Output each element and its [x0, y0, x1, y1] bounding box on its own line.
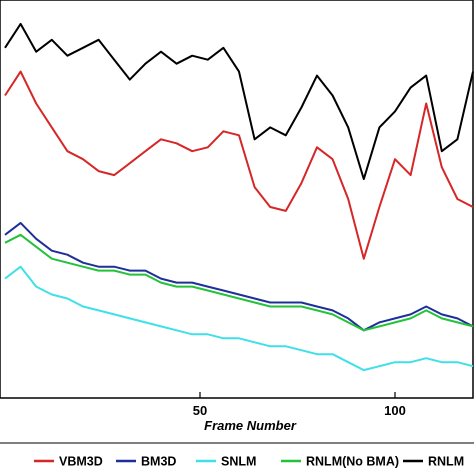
- series-line-vbm3d: [4, 70, 474, 260]
- series-line-rnlm-no-bma: [4, 233, 474, 332]
- legend-box: [0, 442, 474, 474]
- legend-label: RNLM: [428, 455, 464, 469]
- legend-label: RNLM(No BMA): [306, 455, 399, 469]
- series-line-bm3d: [4, 221, 474, 332]
- x-tick-label: 100: [384, 403, 406, 418]
- x-axis-ticks: 50 100: [193, 392, 406, 418]
- series-line-rnlm: [4, 22, 474, 181]
- legend-label: BM3D: [141, 455, 176, 469]
- series-layer: [4, 22, 474, 372]
- x-axis-title: Frame Number: [204, 418, 297, 433]
- series-line-snlm: [4, 265, 474, 372]
- legend-label: VBM3D: [59, 455, 103, 469]
- legend: VBM3D BM3D SNLM RNLM(No BMA) RNLM: [0, 442, 474, 474]
- x-tick-label: 50: [193, 403, 207, 418]
- legend-label: SNLM: [221, 455, 256, 469]
- plot-area: 50 100: [0, 0, 474, 418]
- plot-frame: [0, 0, 474, 399]
